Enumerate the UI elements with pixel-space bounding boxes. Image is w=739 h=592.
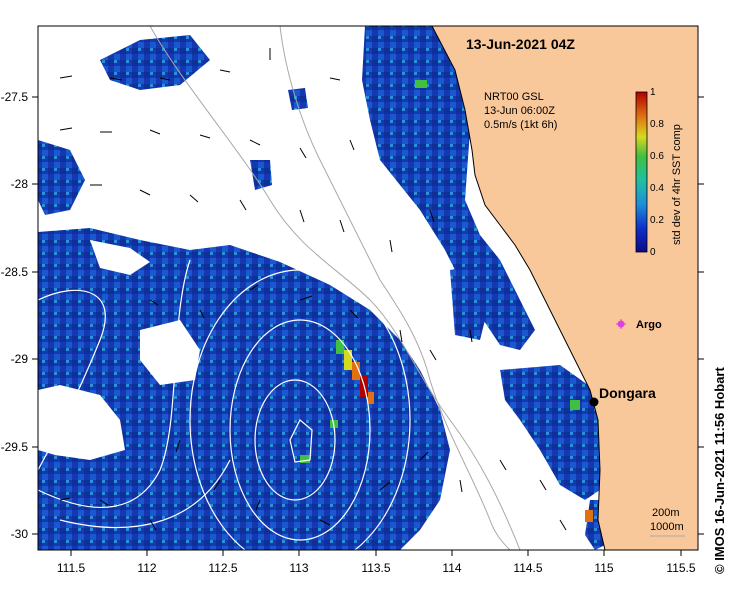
cloud-gaps (38, 240, 200, 460)
x-tick-label: 111.5 (57, 561, 86, 575)
current-time-label: 13-Jun 06:00Z (484, 105, 555, 117)
colorbar-tick: 0 (650, 247, 656, 258)
dongara-label: Dongara (599, 385, 656, 401)
sea-level-contours (38, 259, 411, 550)
colorbar-tick: 0.6 (650, 151, 664, 162)
y-tick-label: -29.5 (1, 440, 29, 454)
y-tick-label: -27.5 (1, 90, 29, 104)
y-tick-label: -29 (11, 352, 29, 366)
x-axis-labels: 111.5 112 112.5 113 113.5 114 114.5 115 … (57, 561, 696, 575)
colorbar-tick: 0.2 (650, 215, 664, 226)
axis-ticks (32, 96, 704, 556)
y-tick-label: -28.5 (1, 265, 29, 279)
y-axis-labels: -27.5 -28 -28.5 -29 -29.5 -30 (1, 90, 29, 541)
dongara-marker (589, 397, 599, 407)
argo-float-marker (616, 319, 626, 329)
y-tick-label: -30 (11, 527, 29, 541)
argo-label: Argo (636, 319, 662, 331)
colorbar-tick: 0.4 (650, 183, 664, 194)
colorbar (635, 91, 648, 253)
credit-text: © IMOS 16-Jun-2021 11:56 Hobart (712, 367, 727, 574)
x-tick-label: 115 (594, 561, 613, 575)
y-tick-label: -28 (11, 177, 29, 191)
map-title: 13-Jun-2021 04Z (466, 36, 575, 52)
plot-frame (37, 25, 699, 551)
colorbar-tick: 0.8 (650, 119, 664, 130)
colorbar-ticks: 0 0.2 0.4 0.6 0.8 1 (650, 87, 664, 258)
x-tick-label: 115.5 (666, 561, 695, 575)
x-tick-label: 113.5 (361, 561, 390, 575)
depth-legend-200: 200m (652, 507, 680, 519)
colorbar-label: std dev of 4hr SST comp (671, 124, 683, 245)
current-product-label: NRT00 GSL (484, 91, 544, 103)
x-tick-label: 114.5 (513, 561, 542, 575)
depth-legend-1000: 1000m (650, 521, 684, 533)
land-mass (431, 26, 698, 550)
colorbar-tick: 1 (650, 87, 656, 98)
x-tick-label: 114 (442, 561, 461, 575)
bathymetry-isobaths (149, 26, 521, 550)
current-scale-label: 0.5m/s (1kt 6h) (484, 119, 557, 131)
x-tick-label: 112 (137, 561, 156, 575)
x-tick-label: 113 (289, 561, 308, 575)
x-tick-label: 112.5 (208, 561, 237, 575)
current-legend: NRT00 GSL 13-Jun 06:00Z 0.5m/s (1kt 6h) (484, 91, 557, 131)
depth-legend: 200m 1000m (650, 507, 684, 533)
